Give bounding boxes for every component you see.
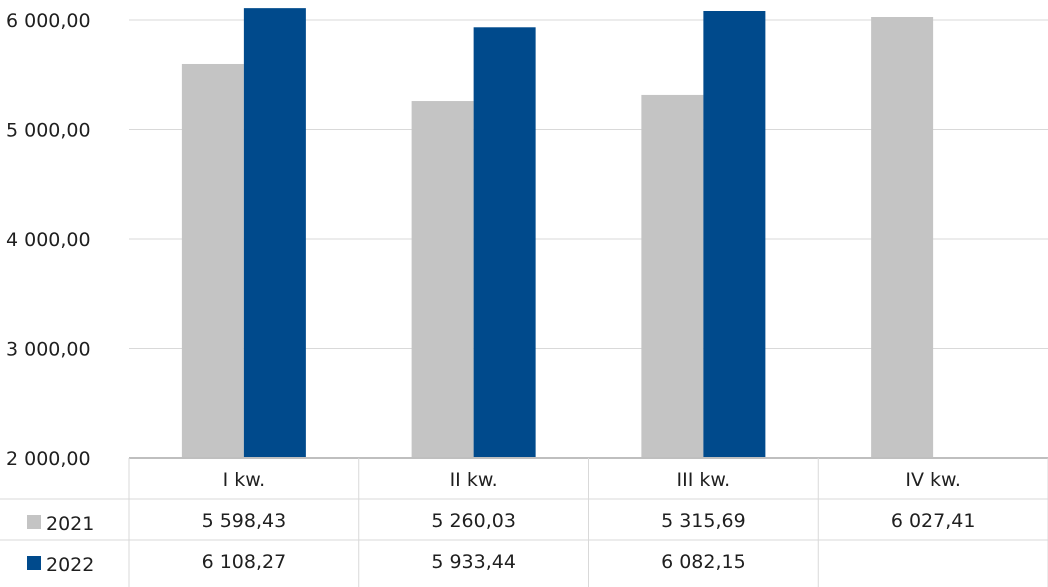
data-table-value: 5 598,43 — [202, 510, 287, 532]
x-category-label: III kw. — [677, 469, 731, 491]
y-tick-label: 4 000,00 — [6, 229, 91, 251]
x-category-label: II kw. — [450, 469, 498, 491]
legend-label-2022: 2022 — [46, 554, 94, 576]
legend-label-2021: 2021 — [46, 513, 94, 535]
y-tick-label: 6 000,00 — [6, 10, 91, 32]
bar-2021 — [641, 94, 704, 458]
data-table-value: 5 933,44 — [431, 551, 516, 573]
data-table-value: 6 108,27 — [202, 551, 287, 573]
y-tick-label: 5 000,00 — [6, 120, 91, 142]
data-table-value: 6 082,15 — [661, 551, 746, 573]
y-tick-label: 2 000,00 — [6, 448, 91, 470]
bar-2021 — [181, 63, 244, 458]
bar-2022 — [243, 8, 306, 458]
bar-2021 — [871, 16, 934, 459]
bar-2022 — [473, 27, 536, 458]
x-category-label: IV kw. — [905, 469, 960, 491]
bar-2022 — [703, 11, 766, 458]
x-category-label: I kw. — [223, 469, 265, 491]
y-tick-label: 3 000,00 — [6, 339, 91, 361]
data-table-value: 5 315,69 — [661, 510, 746, 532]
data-table-value: 6 027,41 — [891, 510, 976, 532]
bar-2021 — [411, 101, 474, 458]
legend-marker-2022 — [27, 556, 41, 570]
data-table-value: 5 260,03 — [431, 510, 516, 532]
legend-marker-2021 — [27, 515, 41, 529]
